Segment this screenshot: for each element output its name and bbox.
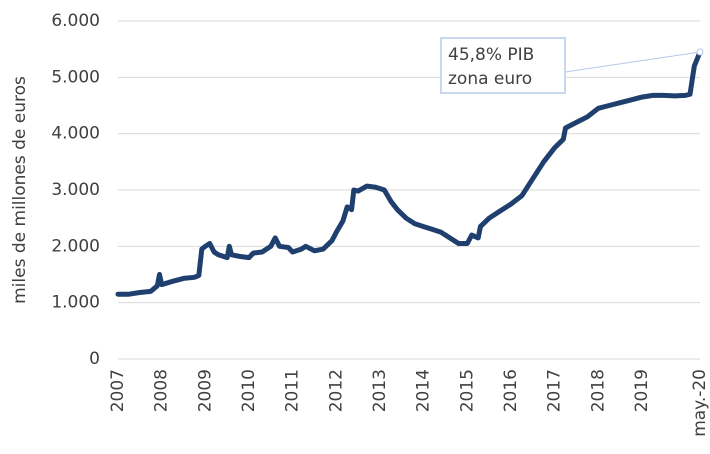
y-tick-label: 6.000: [51, 11, 100, 31]
y-tick-label: 1.000: [51, 293, 100, 313]
x-tick-label: 2019: [632, 369, 652, 412]
annotation-text: 45,8% PIB: [448, 45, 534, 65]
x-tick-label: 2013: [370, 369, 390, 412]
y-tick-label: 2.000: [51, 236, 100, 256]
x-tick-label: may.-20: [690, 369, 710, 437]
x-tick: 2008: [152, 369, 172, 412]
x-tick: 2007: [108, 369, 128, 412]
x-tick-label: 2014: [414, 369, 434, 412]
x-tick-label: 2016: [501, 369, 521, 412]
x-tick: 2018: [588, 369, 608, 412]
x-tick: 2010: [239, 369, 259, 412]
y-tick-label: 4.000: [51, 124, 100, 144]
x-tick: may.-20: [690, 369, 710, 437]
annotation-box: [440, 37, 566, 94]
x-tick: 2011: [283, 369, 303, 412]
annotation-connector: [564, 51, 701, 73]
x-tick: 2013: [370, 369, 390, 412]
x-tick: 2016: [501, 369, 521, 412]
x-tick-label: 2009: [195, 369, 215, 412]
x-tick-label: 2010: [239, 369, 259, 412]
annotation-text: zona euro: [448, 69, 532, 89]
x-tick-label: 2017: [545, 369, 565, 412]
x-tick-label: 2007: [108, 369, 128, 412]
x-tick-label: 2018: [588, 369, 608, 412]
data-line: [115, 49, 703, 297]
x-tick-label: 2015: [457, 369, 477, 412]
y-tick-label: 5.000: [51, 67, 100, 87]
y-tick-label: 0: [89, 349, 100, 369]
x-tick: 2017: [545, 369, 565, 412]
y-tick-label: 3.000: [51, 180, 100, 200]
x-tick-label: 2011: [283, 369, 303, 412]
x-tick-label: 2012: [326, 369, 346, 412]
x-tick: 2019: [632, 369, 652, 412]
x-tick-label: 2008: [152, 369, 172, 412]
x-tick: 2015: [457, 369, 477, 412]
x-tick: 2009: [195, 369, 215, 412]
x-tick: 2014: [414, 369, 434, 412]
annotation-point: [696, 48, 704, 56]
y-axis-label: miles de millones de euros: [10, 76, 30, 304]
x-tick: 2012: [326, 369, 346, 412]
